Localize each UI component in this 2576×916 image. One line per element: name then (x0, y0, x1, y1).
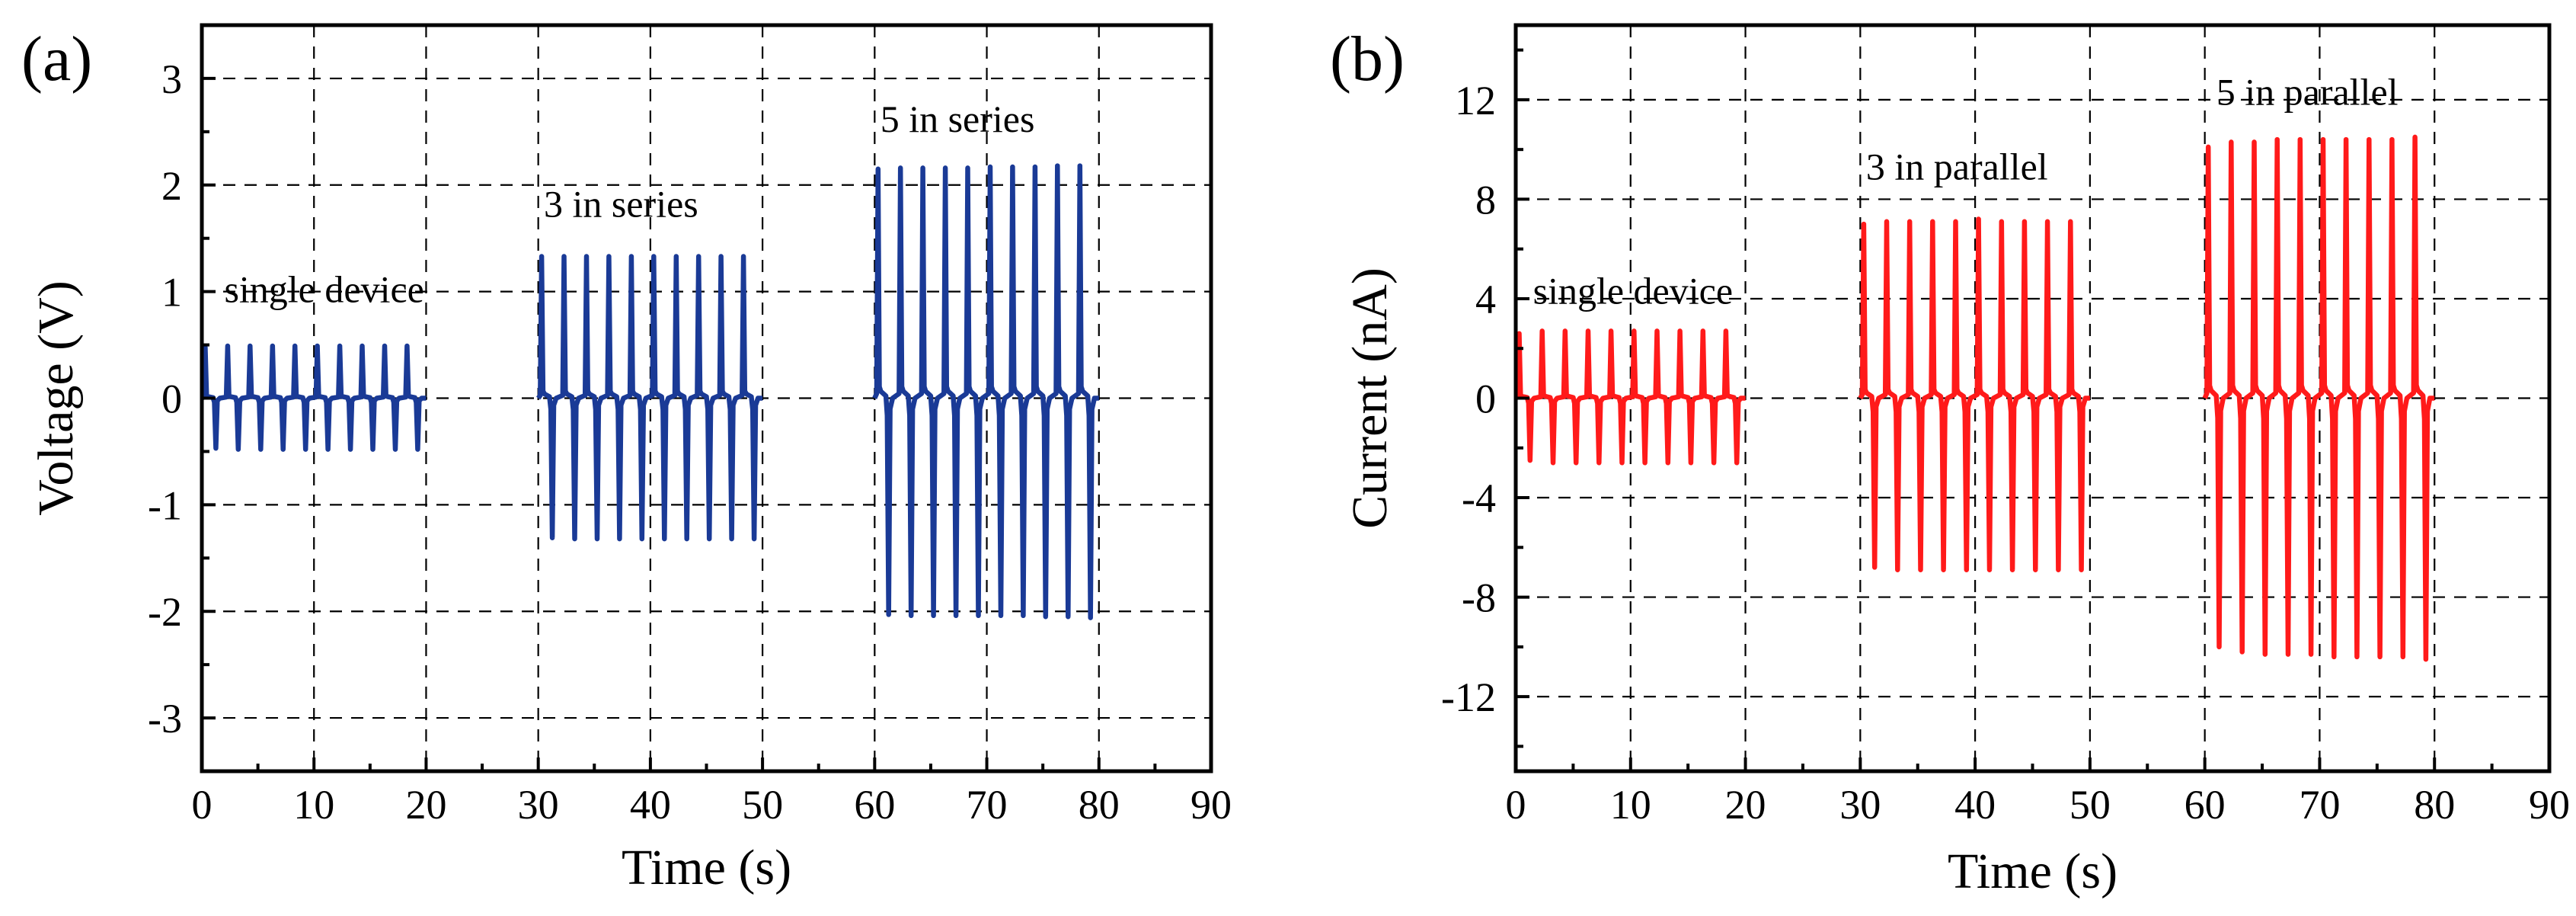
x-tick-label: 30 (1839, 782, 1881, 828)
x-tick-label: 20 (405, 782, 446, 828)
x-tick-label: 80 (1079, 782, 1120, 828)
series-line (200, 343, 427, 452)
x-tick-label: 70 (967, 782, 1008, 828)
x-tick-label: 0 (192, 782, 213, 828)
series-3-in-series (536, 254, 763, 542)
y-tick-label: 8 (1475, 177, 1496, 223)
x-tick-label: 60 (854, 782, 895, 828)
y-tick-label: -8 (1462, 575, 1496, 621)
series-3-in-parallel (1858, 216, 2090, 572)
y-tick-label: -2 (148, 589, 182, 635)
panel-b-x-axis-title: Time (s) (1948, 844, 2117, 899)
panel-a-y-axis-title: Voltage (V) (28, 280, 84, 516)
panel-b-tick-labels: 0 10 20 30 40 50 60 70 80 90 -12 -8 -4 0 4 8 12 (1441, 78, 2570, 828)
panel-a-label: (a) (21, 24, 92, 94)
panel-a-voltage-chart: (a) 0 10 20 30 40 50 60 70 80 90 -3 -2 -1 0 1 2 3 single… (21, 23, 1232, 895)
panel-a-annotations: single device 3 in series 5 in series (224, 98, 1034, 311)
y-tick-label: -1 (148, 482, 182, 528)
y-tick-label: -4 (1462, 476, 1496, 521)
panel-b-current-chart: (b) 0 10 20 30 40 50 60 70 80 90 -12 -8 -4 0 4 8 12 sing… (1330, 23, 2570, 899)
x-tick-label: 30 (518, 782, 559, 828)
series-single-device (200, 343, 427, 452)
series-5-in-parallel (2202, 134, 2435, 662)
panel-a-tick-labels: 0 10 20 30 40 50 60 70 80 90 -3 -2 -1 0 1 2 3 (148, 56, 1232, 828)
series-annotation: single device (1533, 269, 1733, 312)
panel-a-series-layer (200, 163, 1099, 620)
series-line (2202, 134, 2435, 662)
x-tick-label: 20 (1725, 782, 1766, 828)
x-tick-label: 0 (1506, 782, 1526, 828)
series-line (1514, 328, 1746, 466)
panel-b-y-axis-title: Current (nA) (1342, 267, 1398, 529)
y-tick-label: -12 (1441, 674, 1496, 720)
panel-b-annotations: single device 3 in parallel 5 in parallel (1533, 70, 2399, 312)
series-annotation: single device (224, 268, 423, 311)
panel-b-plot-frame (1513, 23, 2552, 773)
x-tick-label: 50 (742, 782, 783, 828)
y-tick-label: 2 (161, 163, 182, 209)
x-tick-label: 40 (630, 782, 671, 828)
x-tick-label: 90 (1191, 782, 1232, 828)
x-tick-label: 10 (1610, 782, 1651, 828)
panel-b-series-layer (1514, 134, 2435, 662)
panel-a-plot-frame (200, 23, 1213, 773)
series-annotation: 3 in series (544, 183, 698, 226)
x-tick-label: 70 (2299, 782, 2340, 828)
series-line (1858, 216, 2090, 572)
series-annotation: 3 in parallel (1866, 145, 2048, 187)
series-annotation: 5 in parallel (2216, 70, 2399, 113)
series-line (872, 163, 1099, 620)
y-tick-label: 3 (161, 56, 182, 102)
x-tick-label: 80 (2414, 782, 2455, 828)
x-tick-label: 50 (2069, 782, 2111, 828)
x-tick-label: 40 (1954, 782, 1996, 828)
x-tick-label: 60 (2184, 782, 2226, 828)
series-line (536, 254, 763, 542)
y-tick-label: 0 (161, 376, 182, 422)
y-tick-label: 4 (1475, 277, 1496, 322)
y-tick-label: 0 (1475, 376, 1496, 422)
series-5-in-series (872, 163, 1099, 620)
y-tick-label: 12 (1455, 78, 1496, 123)
panel-a-x-axis-title: Time (s) (622, 840, 791, 895)
y-tick-label: -3 (148, 696, 182, 741)
x-tick-label: 10 (293, 782, 334, 828)
series-single-device (1514, 328, 1746, 466)
series-annotation: 5 in series (881, 98, 1035, 140)
y-tick-label: 1 (161, 270, 182, 315)
panel-b-label: (b) (1330, 24, 1405, 94)
x-tick-label: 90 (2529, 782, 2570, 828)
